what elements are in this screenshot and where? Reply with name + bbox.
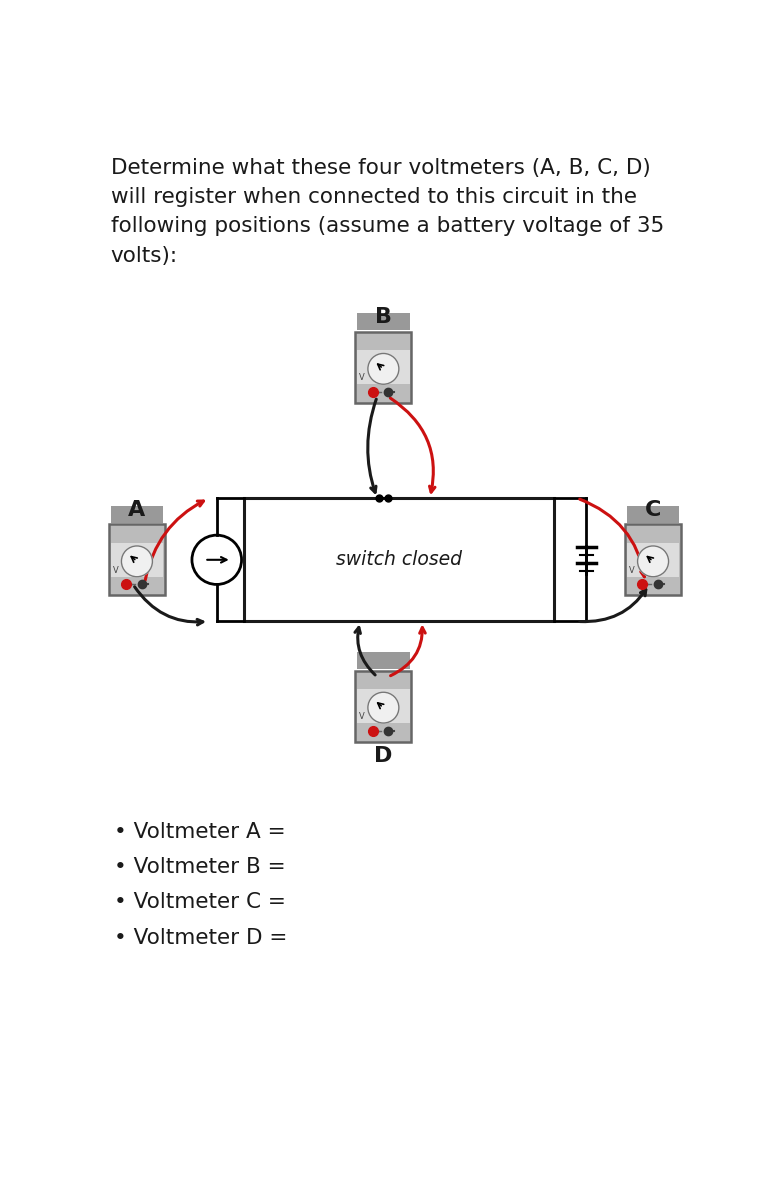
Text: • Voltmeter A =: • Voltmeter A = (114, 822, 285, 841)
Text: • Voltmeter B =: • Voltmeter B = (114, 857, 285, 877)
Text: volts):: volts): (111, 246, 178, 265)
Bar (111, 506, 163, 523)
Text: V: V (113, 566, 118, 575)
Text: C: C (645, 499, 661, 520)
Circle shape (121, 546, 152, 577)
Bar (111, 542, 163, 577)
Bar (357, 313, 410, 330)
Text: V: V (359, 373, 365, 383)
FancyArrowPatch shape (390, 398, 435, 492)
Text: will register when connected to this circuit in the: will register when connected to this cir… (111, 187, 637, 208)
Bar (627, 542, 679, 577)
Bar (627, 506, 679, 523)
Circle shape (638, 546, 669, 577)
Text: switch closed: switch closed (336, 551, 462, 569)
FancyArrowPatch shape (390, 628, 425, 676)
FancyArrowPatch shape (580, 499, 646, 577)
Text: V: V (359, 712, 365, 721)
Circle shape (368, 692, 399, 724)
Text: V: V (629, 566, 635, 575)
Bar (625, 524, 681, 595)
Text: • Voltmeter D =: • Voltmeter D = (114, 928, 287, 948)
Bar (109, 524, 165, 595)
Text: following positions (assume a battery voltage of 35: following positions (assume a battery vo… (111, 216, 664, 236)
Text: A: A (128, 499, 145, 520)
Bar (357, 689, 410, 724)
Bar (243, 498, 554, 622)
Bar (357, 652, 410, 670)
FancyArrowPatch shape (580, 589, 645, 622)
Text: • Voltmeter C =: • Voltmeter C = (114, 893, 285, 912)
Bar (356, 332, 411, 403)
Text: Determine what these four voltmeters (A, B, C, D): Determine what these four voltmeters (A,… (111, 158, 650, 178)
FancyArrowPatch shape (145, 502, 203, 580)
Bar (356, 671, 411, 742)
Text: D: D (374, 746, 393, 766)
FancyArrowPatch shape (368, 400, 376, 492)
Text: B: B (375, 307, 392, 328)
FancyArrowPatch shape (135, 587, 203, 625)
FancyArrowPatch shape (355, 628, 375, 674)
Circle shape (368, 354, 399, 384)
Bar (357, 350, 410, 384)
